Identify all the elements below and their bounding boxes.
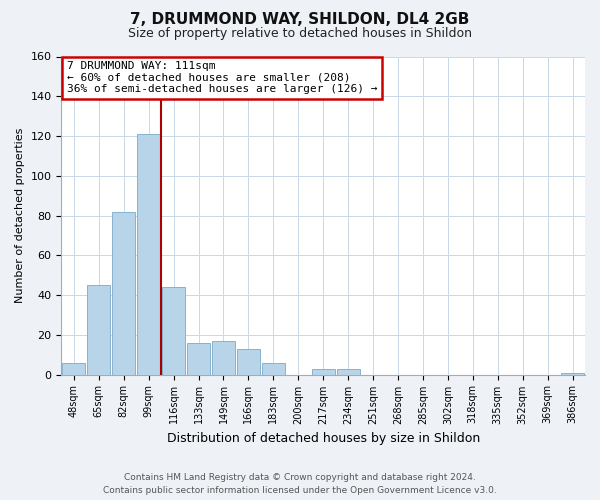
Bar [561, 372, 584, 374]
Bar [162, 287, 185, 374]
Text: Size of property relative to detached houses in Shildon: Size of property relative to detached ho… [128, 28, 472, 40]
Bar [62, 362, 85, 374]
Bar [112, 212, 135, 374]
Y-axis label: Number of detached properties: Number of detached properties [15, 128, 25, 303]
Bar [88, 285, 110, 374]
Bar [237, 348, 260, 374]
Bar [312, 368, 335, 374]
Text: 7 DRUMMOND WAY: 111sqm
← 60% of detached houses are smaller (208)
36% of semi-de: 7 DRUMMOND WAY: 111sqm ← 60% of detached… [67, 62, 377, 94]
Bar [187, 343, 210, 374]
Bar [137, 134, 160, 374]
Bar [262, 362, 285, 374]
Bar [337, 368, 359, 374]
X-axis label: Distribution of detached houses by size in Shildon: Distribution of detached houses by size … [167, 432, 480, 445]
Text: 7, DRUMMOND WAY, SHILDON, DL4 2GB: 7, DRUMMOND WAY, SHILDON, DL4 2GB [130, 12, 470, 28]
Text: Contains HM Land Registry data © Crown copyright and database right 2024.
Contai: Contains HM Land Registry data © Crown c… [103, 473, 497, 495]
Bar [212, 341, 235, 374]
